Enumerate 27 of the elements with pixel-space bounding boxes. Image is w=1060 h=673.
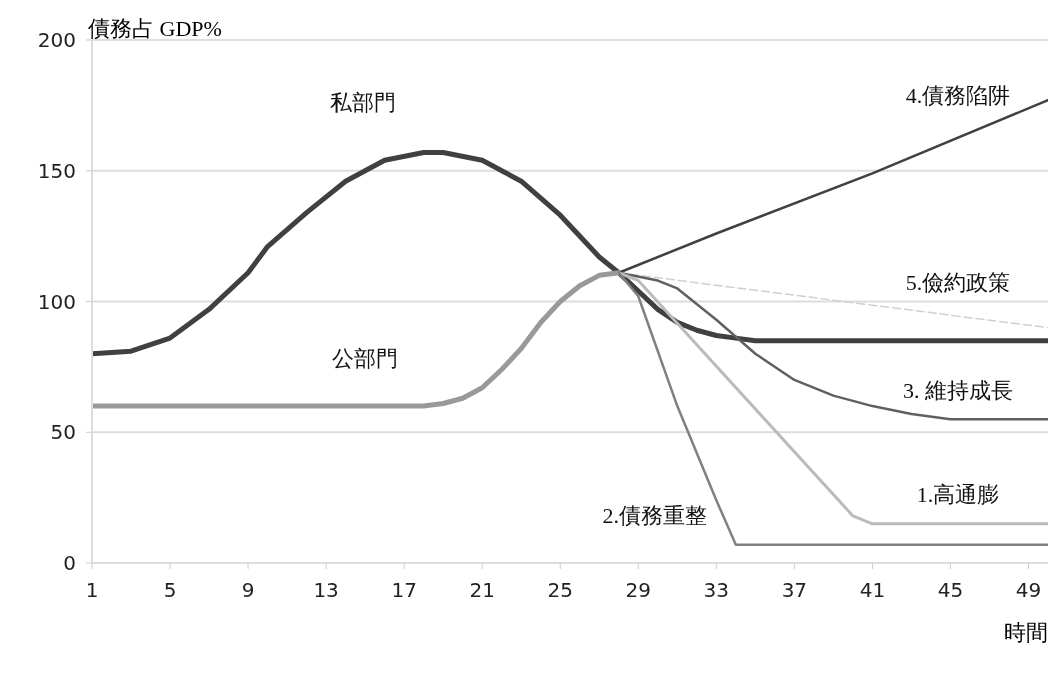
- series-label: 5.儉約政策: [905, 270, 1011, 296]
- x-tick-label: 17: [391, 578, 417, 603]
- y-axis-title: 債務占 GDP%: [88, 15, 222, 43]
- series-label: 2.債務重整: [602, 503, 708, 529]
- series-label: 4.債務陷阱: [905, 82, 1011, 108]
- x-tick-label: 49: [1015, 578, 1042, 603]
- x-tick-label: 37: [781, 578, 808, 603]
- x-tick-label: 1: [85, 578, 99, 603]
- x-tick-label: 45: [937, 578, 964, 603]
- series-label: 1.高通膨: [916, 482, 1000, 508]
- x-tick-label: 21: [469, 578, 495, 603]
- x-tick-label: 41: [859, 578, 886, 603]
- x-tick-label: 9: [241, 578, 255, 603]
- series-label: 私部門: [329, 89, 396, 115]
- y-tick-label: 150: [37, 158, 76, 183]
- y-tick-label: 50: [50, 420, 76, 445]
- y-tick-label: 0: [63, 551, 76, 576]
- x-tick-label: 5: [163, 578, 177, 603]
- x-axis-title: 時間: [1004, 619, 1048, 647]
- y-tick-label: 200: [37, 28, 76, 53]
- y-tick-label: 100: [37, 289, 76, 314]
- series-label: 公部門: [332, 345, 398, 371]
- series-label: 3. 維持成長: [903, 377, 1013, 403]
- x-tick-label: 13: [313, 578, 339, 603]
- x-tick-label: 25: [547, 578, 573, 603]
- x-tick-label: 29: [625, 578, 652, 603]
- x-tick-label: 33: [703, 578, 730, 603]
